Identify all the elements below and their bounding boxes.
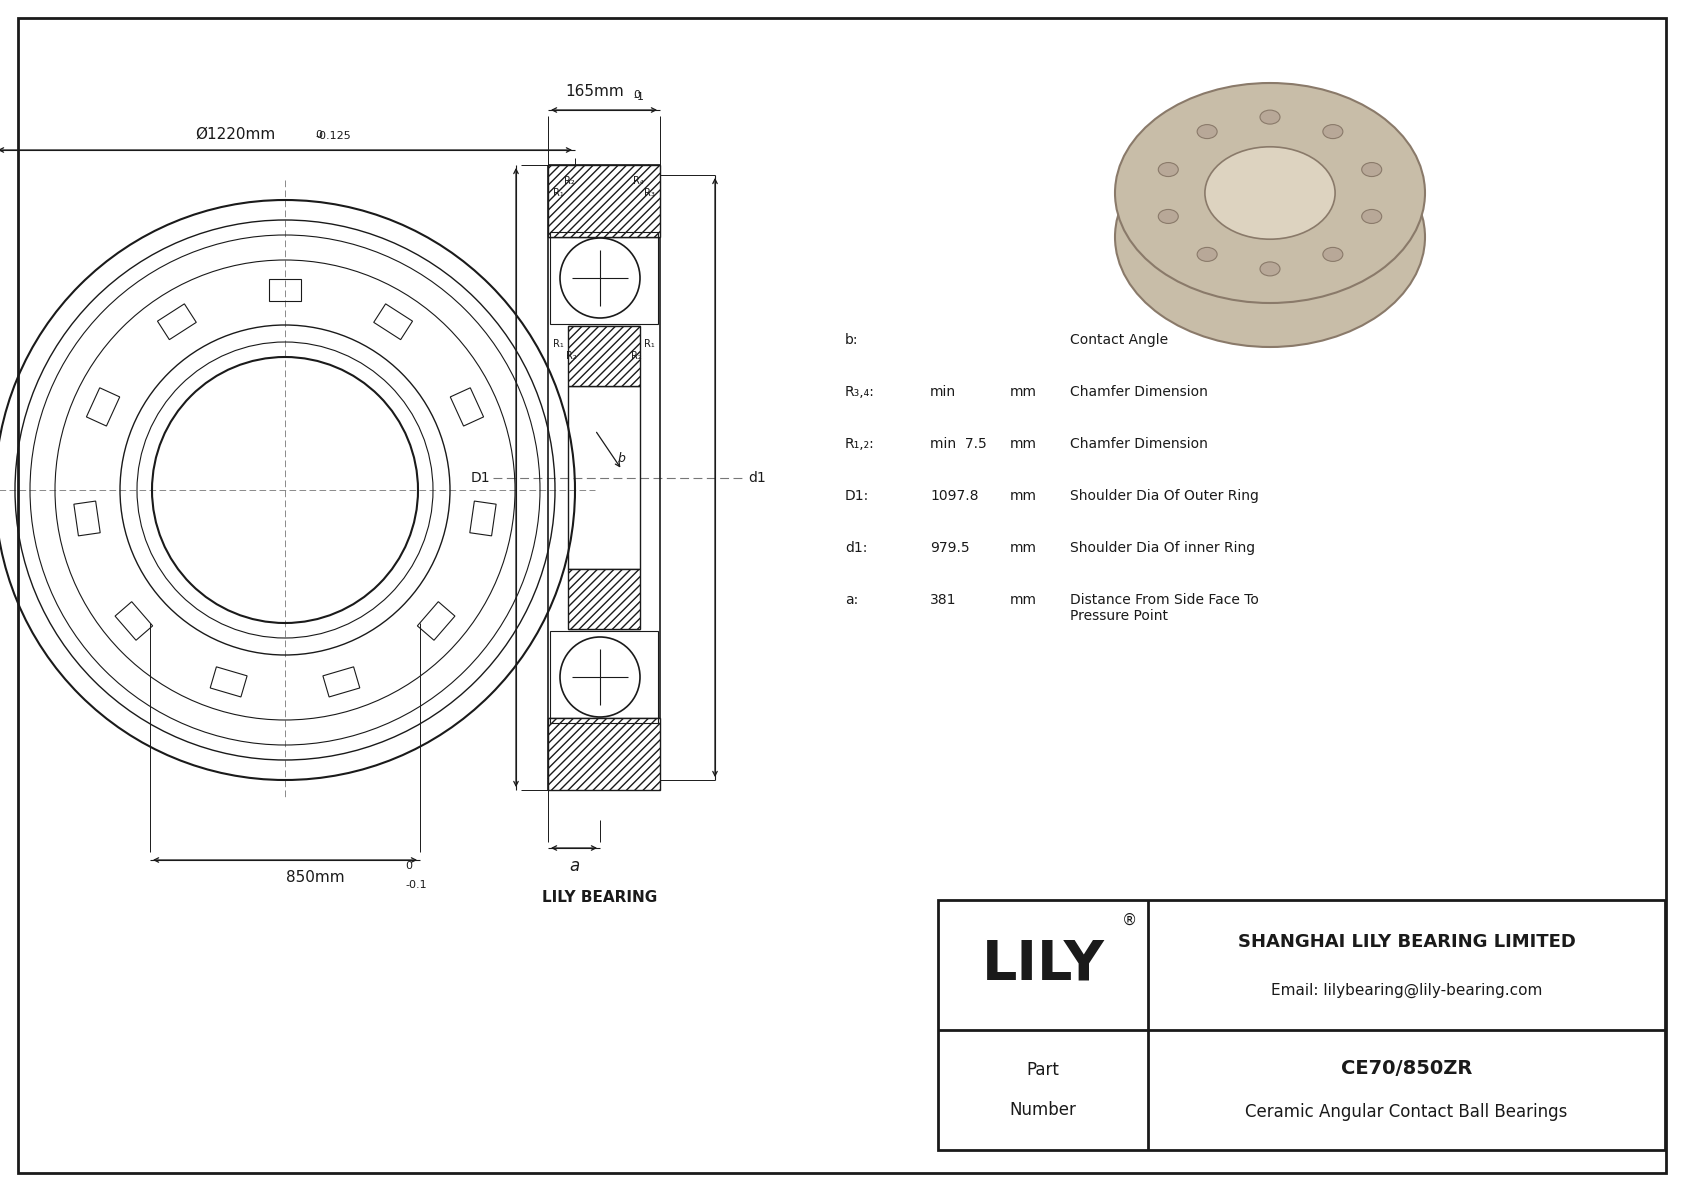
Text: mm: mm [1010, 437, 1037, 451]
Bar [115, 601, 153, 641]
Text: Contact Angle: Contact Angle [1069, 333, 1169, 347]
Text: R₁,₂:: R₁,₂: [845, 437, 874, 451]
Text: d1:: d1: [845, 541, 867, 555]
Bar [269, 279, 301, 301]
Bar [74, 501, 101, 536]
Text: mm: mm [1010, 593, 1037, 607]
Bar [551, 232, 658, 324]
Ellipse shape [1159, 162, 1179, 176]
Text: 0: 0 [404, 861, 413, 871]
Text: a:: a: [845, 593, 859, 607]
Text: R₂: R₂ [564, 176, 574, 186]
Text: LILY BEARING: LILY BEARING [542, 891, 658, 905]
Ellipse shape [1115, 127, 1425, 347]
Text: d1: d1 [748, 470, 766, 485]
Text: Ceramic Angular Contact Ball Bearings: Ceramic Angular Contact Ball Bearings [1244, 1103, 1568, 1121]
Bar [210, 667, 248, 697]
Text: min: min [930, 385, 957, 399]
Text: mm: mm [1010, 385, 1037, 399]
Text: 0: 0 [633, 91, 640, 100]
Text: 979.5: 979.5 [930, 541, 970, 555]
Ellipse shape [1324, 125, 1342, 138]
Ellipse shape [1197, 248, 1218, 261]
Text: Chamfer Dimension: Chamfer Dimension [1069, 385, 1207, 399]
Bar [323, 667, 360, 697]
Text: R₁: R₁ [552, 339, 564, 349]
Text: a: a [569, 858, 579, 875]
Bar [158, 304, 197, 339]
Ellipse shape [1260, 262, 1280, 276]
Text: R₄: R₄ [633, 176, 643, 186]
Text: mm: mm [1010, 490, 1037, 503]
Text: 381: 381 [930, 593, 957, 607]
Text: R₂: R₂ [566, 351, 576, 361]
Text: LILY: LILY [982, 939, 1105, 992]
Bar [547, 718, 660, 790]
Text: 0: 0 [315, 130, 322, 141]
Text: D1: D1 [470, 470, 490, 485]
Text: 850mm: 850mm [286, 871, 344, 885]
Bar [450, 388, 483, 426]
Text: R₂: R₂ [632, 351, 642, 361]
Text: D1:: D1: [845, 490, 869, 503]
Text: b:: b: [845, 333, 859, 347]
Text: R₁: R₁ [552, 188, 564, 198]
Ellipse shape [1159, 210, 1179, 224]
Text: -0.125: -0.125 [315, 131, 350, 141]
Text: -0.1: -0.1 [404, 880, 426, 890]
Text: Chamfer Dimension: Chamfer Dimension [1069, 437, 1207, 451]
Text: Pressure Point: Pressure Point [1069, 609, 1169, 623]
Ellipse shape [1197, 125, 1218, 138]
Ellipse shape [1324, 248, 1342, 261]
Text: Email: lilybearing@lily-bearing.com: Email: lilybearing@lily-bearing.com [1271, 983, 1543, 998]
Text: Number: Number [1010, 1100, 1076, 1120]
Text: b: b [618, 453, 626, 464]
Ellipse shape [1362, 162, 1381, 176]
Text: ®: ® [1122, 912, 1138, 928]
Text: Part: Part [1027, 1061, 1059, 1079]
Text: R₃: R₃ [643, 188, 655, 198]
Bar [470, 501, 497, 536]
Text: Shoulder Dia Of Outer Ring: Shoulder Dia Of Outer Ring [1069, 490, 1260, 503]
Text: -1: -1 [633, 92, 643, 102]
Text: min  7.5: min 7.5 [930, 437, 987, 451]
Text: 165mm: 165mm [566, 85, 625, 100]
Bar [418, 601, 455, 641]
Bar [86, 388, 120, 426]
Text: mm: mm [1010, 541, 1037, 555]
Bar [547, 166, 660, 237]
Ellipse shape [1260, 110, 1280, 124]
Ellipse shape [1362, 210, 1381, 224]
Circle shape [561, 637, 640, 717]
Bar [568, 326, 640, 386]
Text: SHANGHAI LILY BEARING LIMITED: SHANGHAI LILY BEARING LIMITED [1238, 933, 1576, 950]
Text: Shoulder Dia Of inner Ring: Shoulder Dia Of inner Ring [1069, 541, 1255, 555]
Text: R₃,₄:: R₃,₄: [845, 385, 876, 399]
Text: Distance From Side Face To: Distance From Side Face To [1069, 593, 1260, 607]
Text: Ø1220mm: Ø1220mm [195, 126, 274, 142]
Text: R₁: R₁ [645, 339, 655, 349]
Text: CE70/850ZR: CE70/850ZR [1340, 1059, 1472, 1078]
Bar [568, 569, 640, 629]
Bar [938, 900, 1665, 1151]
Ellipse shape [1115, 83, 1425, 303]
Ellipse shape [1204, 146, 1335, 239]
Circle shape [561, 238, 640, 318]
Text: 1097.8: 1097.8 [930, 490, 978, 503]
Bar [374, 304, 413, 339]
Bar [551, 631, 658, 723]
